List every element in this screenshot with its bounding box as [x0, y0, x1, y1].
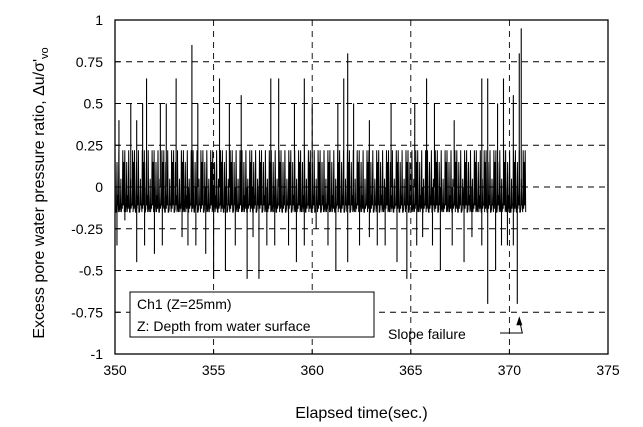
y-tick-label: 0.5 — [84, 96, 104, 112]
x-tick-label: 360 — [301, 362, 325, 378]
y-tick-label: 1 — [95, 12, 103, 28]
x-axis-title: Elapsed time(sec.) — [295, 405, 428, 422]
y-tick-label: -0.25 — [71, 221, 103, 237]
y-tick-label: 0.25 — [76, 137, 103, 153]
y-tick-label: 0 — [95, 179, 103, 195]
y-tick-label: 0.75 — [76, 54, 103, 70]
y-tick-label: -0.5 — [79, 263, 103, 279]
slope-failure-arrowhead — [516, 316, 523, 326]
legend-line-2: Z: Depth from water surface — [137, 318, 311, 334]
slope-failure-callout: Slope failure — [388, 316, 523, 342]
y-axis-title-main: Excess pore water pressure ratio, Δu/σ' — [31, 59, 48, 339]
legend-box: Ch1 (Z=25mm) Z: Depth from water surface — [129, 291, 375, 338]
y-axis-title-subscript: vo — [39, 47, 51, 59]
x-tick-label: 375 — [596, 362, 620, 378]
x-tick-label: 350 — [103, 362, 127, 378]
x-tick-label: 365 — [399, 362, 423, 378]
y-axis-title: Excess pore water pressure ratio, Δu/σ'v… — [31, 47, 51, 338]
y-tick-label: -1 — [91, 346, 104, 362]
y-tick-label: -0.75 — [71, 304, 103, 320]
axis-ticks: 350 355 360 365 370 375 -1 -0.75 -0.5 -0.25 0 0.25 0… — [71, 12, 620, 378]
legend-line-1: Ch1 (Z=25mm) — [137, 296, 232, 312]
x-tick-label: 355 — [202, 362, 226, 378]
slope-failure-label: Slope failure — [388, 326, 466, 342]
series-pore-pressure-ratio — [114, 28, 527, 304]
series-oscillation — [114, 150, 527, 213]
x-tick-label: 370 — [498, 362, 522, 378]
legend-box-frame — [129, 291, 375, 338]
